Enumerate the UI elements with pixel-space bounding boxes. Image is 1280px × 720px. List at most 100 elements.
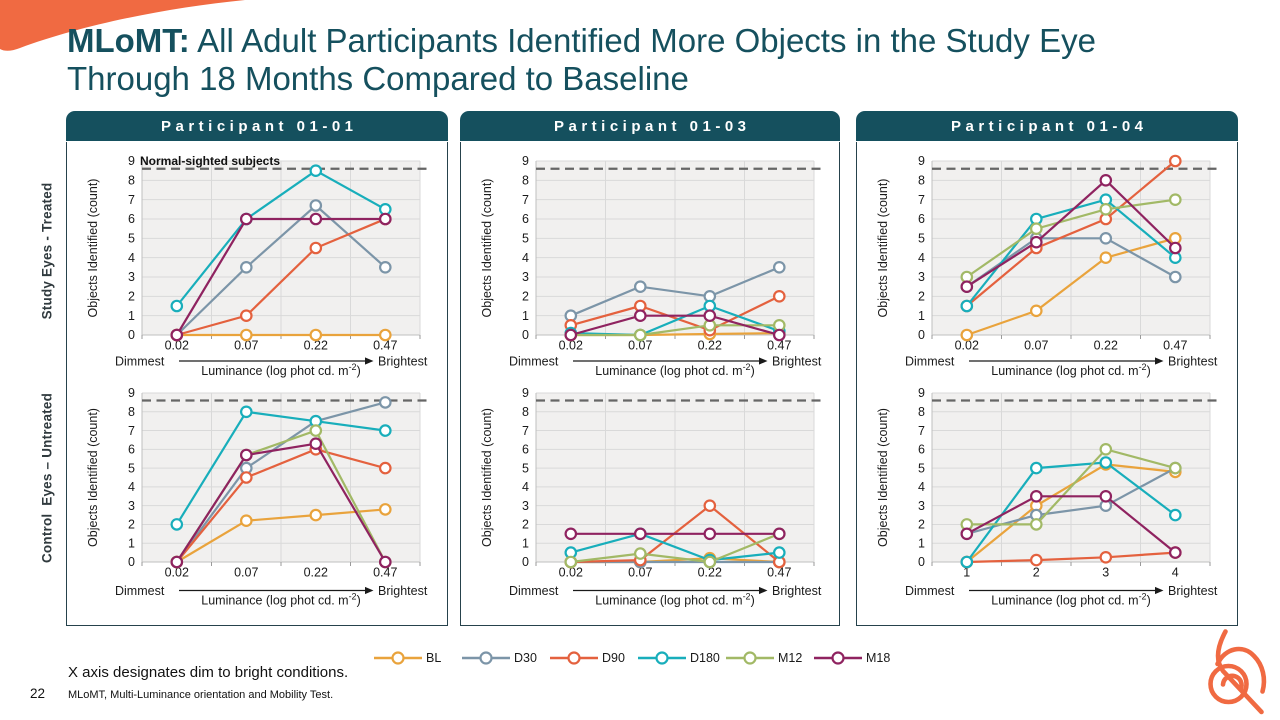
legend-item-D90: D90: [550, 650, 638, 666]
svg-text:6: 6: [128, 443, 135, 457]
series-line-D90: [966, 160, 1177, 307]
legend-label: M18: [866, 651, 891, 665]
svg-text:3: 3: [1102, 566, 1109, 580]
marker-D30: [634, 280, 647, 293]
participant-panel-3: Participant 01-04 0 1 2 3 4 5 6 7 8 9 0.02 0.07 0.22 0…: [856, 111, 1238, 626]
series-line-M18: [175, 217, 386, 336]
marker-BL: [378, 503, 392, 516]
series-line-M12: [570, 532, 780, 564]
marker-M18: [772, 527, 786, 541]
svg-text:0.07: 0.07: [234, 339, 258, 353]
marker-M18: [240, 448, 253, 462]
svg-text:1: 1: [128, 536, 135, 550]
svg-text:0.02: 0.02: [559, 339, 583, 353]
marker-M18: [1030, 235, 1043, 249]
panel-header: Participant 01-03: [460, 111, 840, 141]
svg-text:0.02: 0.02: [165, 339, 189, 353]
svg-text:9: 9: [522, 386, 529, 400]
dimmest-label: Dimmest: [509, 355, 559, 369]
y-axis-title: Objects Identified (count): [86, 179, 100, 318]
marker-M18: [703, 527, 717, 541]
marker-M12: [634, 328, 647, 342]
marker-D30: [1099, 232, 1113, 245]
series-line-D30: [175, 401, 386, 563]
footer-note: X axis designates dim to bright conditio…: [68, 664, 349, 681]
marker-D30: [1168, 270, 1182, 284]
svg-text:7: 7: [522, 193, 529, 207]
svg-text:8: 8: [128, 405, 135, 419]
marker-M18: [170, 328, 184, 342]
marker-D90: [1030, 553, 1043, 567]
legend-item-BL: BL: [374, 650, 462, 666]
legend-swatch-D180: [638, 651, 686, 665]
marker-M18: [634, 527, 647, 541]
svg-text:5: 5: [522, 232, 529, 246]
series-line-D180: [175, 410, 386, 525]
brightest-label: Brightest: [772, 355, 822, 369]
marker-BL: [309, 508, 323, 522]
svg-text:1: 1: [963, 566, 970, 580]
x-axis-title: Luminance (log phot cd. m-2): [991, 362, 1151, 378]
marker-BL: [240, 328, 253, 342]
marker-D180: [240, 405, 253, 419]
marker-M18: [564, 328, 578, 342]
svg-text:2: 2: [128, 290, 135, 304]
marker-D90: [309, 241, 323, 255]
svg-text:6: 6: [128, 212, 135, 226]
marker-M18: [703, 309, 717, 322]
dimmest-label: Dimmest: [115, 355, 165, 369]
svg-text:3: 3: [918, 270, 925, 284]
svg-text:0.07: 0.07: [1024, 339, 1048, 353]
svg-text:0.22: 0.22: [304, 339, 328, 353]
series-line-D180: [965, 198, 1177, 307]
legend-label: D30: [514, 651, 537, 665]
dimmest-label: Dimmest: [905, 584, 955, 598]
svg-text:0: 0: [522, 555, 529, 569]
row-label-study-eyes: Study Eyes - Treated: [39, 182, 55, 320]
svg-text:0: 0: [128, 555, 135, 569]
svg-text:2: 2: [918, 518, 925, 532]
marker-BL: [960, 328, 974, 342]
svg-text:3: 3: [918, 499, 925, 513]
series-line-D90: [966, 551, 1176, 564]
series-line-D90: [570, 295, 780, 332]
title-keyword: MLoMT:: [67, 22, 190, 59]
series-line-M18: [175, 442, 387, 563]
svg-text:1: 1: [918, 309, 925, 323]
chart-control-3: 0 1 2 3 4 5 6 7 8 9 1 2 3 4 Dimmest Brightest Luminance …: [857, 383, 1237, 625]
marker-BL: [1099, 251, 1113, 264]
brightest-label: Brightest: [1168, 355, 1218, 369]
marker-M18: [960, 280, 974, 293]
svg-text:2: 2: [522, 290, 529, 304]
marker-D30: [378, 396, 392, 409]
legend-swatch-M18: [814, 651, 862, 665]
series-line-BL: [176, 508, 386, 563]
marker-M18: [564, 527, 578, 541]
svg-text:0.22: 0.22: [304, 566, 328, 580]
svg-text:4: 4: [522, 251, 529, 265]
marker-M18: [309, 437, 323, 450]
series-line-BL: [966, 237, 1176, 337]
marker-M18: [170, 555, 184, 569]
svg-text:0.07: 0.07: [234, 566, 258, 580]
series-line-M18: [570, 314, 780, 337]
marker-M12: [1168, 193, 1182, 206]
marker-D180: [960, 299, 974, 313]
brightest-label: Brightest: [378, 355, 428, 369]
panel-header: Participant 01-04: [856, 111, 1238, 141]
svg-text:0: 0: [918, 328, 925, 342]
series-line-D90: [175, 448, 386, 563]
marker-M12: [1030, 518, 1043, 531]
svg-text:0: 0: [128, 328, 135, 342]
x-axis-title: Luminance (log phot cd. m-2): [595, 592, 755, 608]
marker-M18: [1099, 173, 1113, 187]
svg-text:5: 5: [918, 232, 925, 246]
chart-control-2: 0 1 2 3 4 5 6 7 8 9 0.02 0.07 0.22 0.47 Dimmest Brighte…: [461, 383, 839, 625]
marker-D90: [240, 471, 253, 484]
svg-text:9: 9: [918, 386, 925, 400]
marker-D180: [772, 546, 786, 559]
series-line-D30: [176, 204, 387, 336]
svg-text:0.47: 0.47: [1163, 339, 1187, 353]
svg-text:9: 9: [128, 154, 135, 168]
svg-text:0.02: 0.02: [559, 566, 583, 580]
